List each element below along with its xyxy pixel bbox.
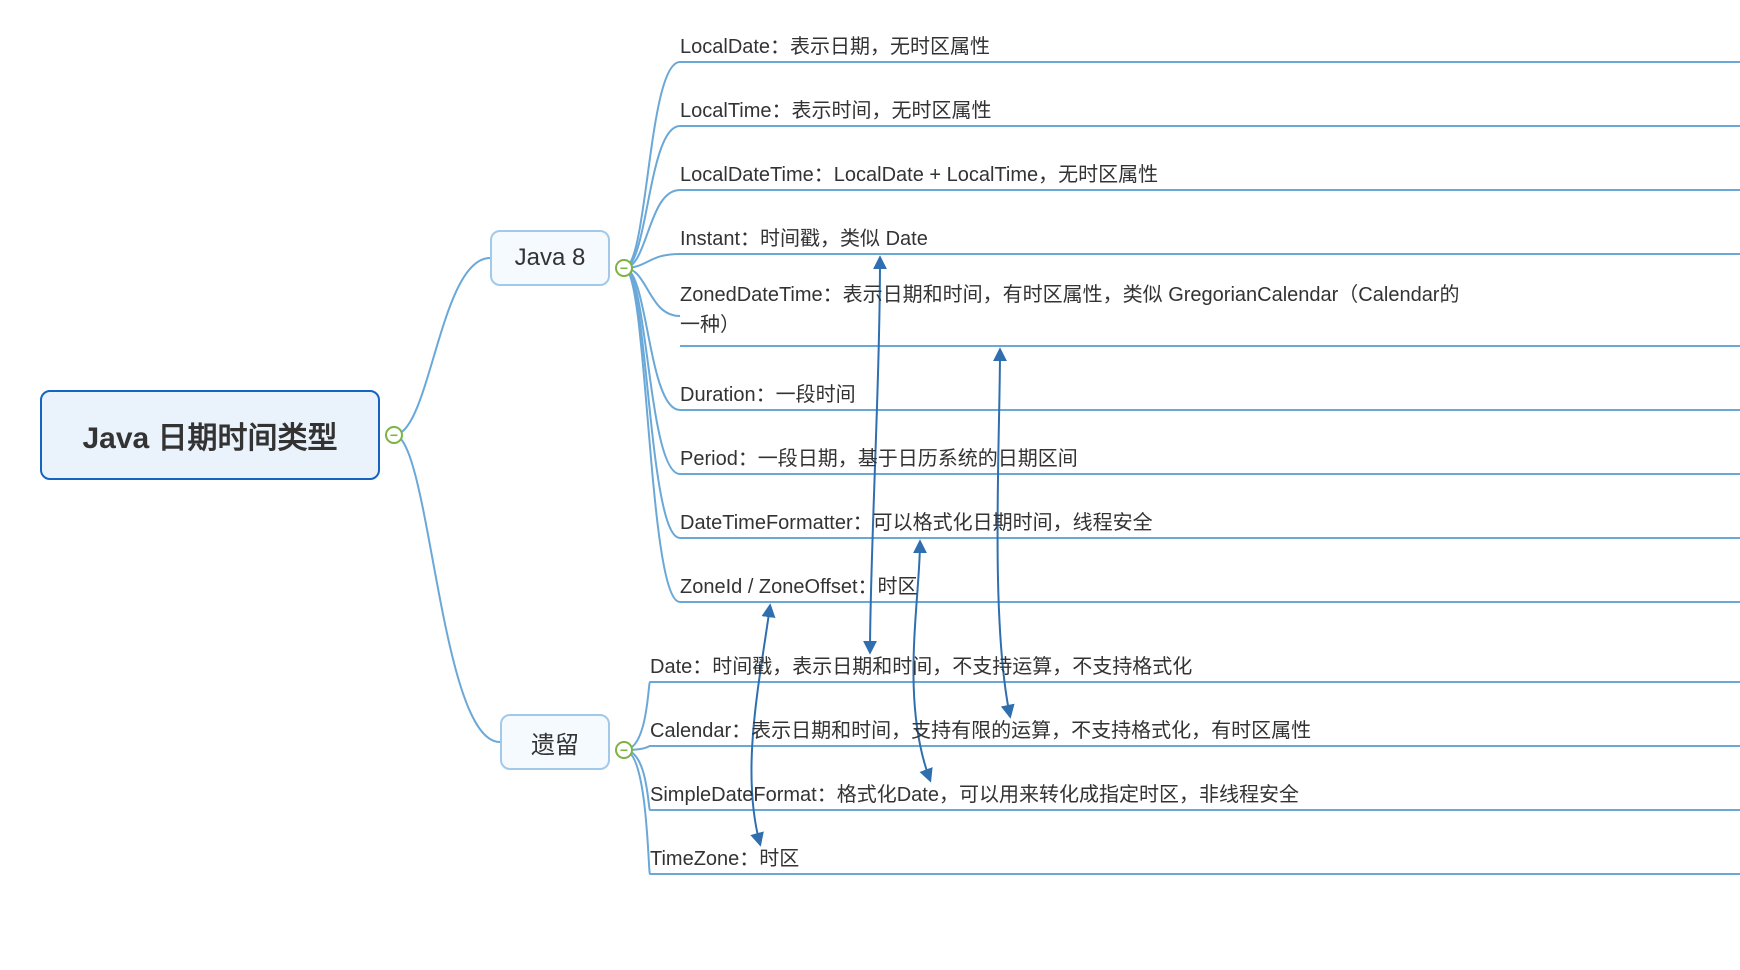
leaf-java8-7: DateTimeFormatter：可以格式化日期时间，线程安全 bbox=[680, 506, 1153, 535]
leaf-java8-1: LocalTime：表示时间，无时区属性 bbox=[680, 94, 992, 123]
branch-node-legacy: 遗留 bbox=[500, 714, 610, 770]
leaf-java8-5: Duration：一段时间 bbox=[680, 378, 856, 407]
collapse-toggle[interactable]: − bbox=[615, 259, 633, 277]
leaf-java8-0: LocalDate：表示日期，无时区属性 bbox=[680, 30, 990, 59]
leaf-java8-4: ZonedDateTime：表示日期和时间，有时区属性，类似 Gregorian… bbox=[680, 280, 1460, 340]
leaf-java8-2: LocalDateTime：LocalDate + LocalTime，无时区属… bbox=[680, 158, 1158, 187]
branch-node-java8: Java 8 bbox=[490, 230, 610, 286]
collapse-toggle[interactable]: − bbox=[615, 741, 633, 759]
leaf-java8-3: Instant：时间戳，类似 Date bbox=[680, 222, 928, 251]
leaf-legacy-3: TimeZone：时区 bbox=[650, 842, 799, 871]
collapse-toggle[interactable]: − bbox=[385, 426, 403, 444]
leaf-java8-6: Period：一段日期，基于日历系统的日期区间 bbox=[680, 442, 1078, 471]
leaf-legacy-2: SimpleDateFormat：格式化Date，可以用来转化成指定时区，非线程… bbox=[650, 778, 1299, 807]
leaf-legacy-1: Calendar：表示日期和时间，支持有限的运算，不支持格式化，有时区属性 bbox=[650, 714, 1311, 743]
leaf-java8-8: ZoneId / ZoneOffset：时区 bbox=[680, 570, 918, 599]
root-node: Java 日期时间类型 bbox=[40, 390, 380, 480]
leaf-legacy-0: Date：时间戳，表示日期和时间，不支持运算，不支持格式化 bbox=[650, 650, 1192, 679]
